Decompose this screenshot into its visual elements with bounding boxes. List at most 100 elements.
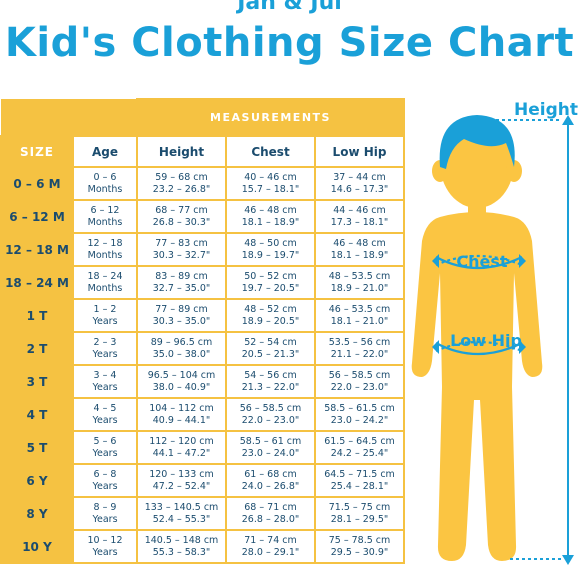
chest-cell: 54 – 56 cm 21.3 – 22.0" — [225, 364, 316, 399]
age-cell: 1 – 2 Years — [72, 298, 138, 333]
chest-cell: 68 – 71 cm 26.8 – 28.0" — [225, 496, 316, 531]
size-cell: 12 – 18 M — [0, 232, 74, 267]
low-hip-cell: 53.5 – 56 cm 21.1 – 22.0" — [314, 331, 405, 366]
chest-cell-line: 68 – 71 cm — [244, 501, 297, 513]
height-cell-line: 44.1 – 47.2" — [152, 447, 211, 459]
chest-cell-line: 24.0 – 26.8" — [241, 480, 300, 492]
height-cell-line: 89 – 96.5 cm — [150, 336, 213, 348]
age-cell-line: 0 – 6 — [93, 171, 117, 183]
column-header-low-hip: Low Hip — [314, 135, 405, 168]
chest-cell: 61 – 68 cm 24.0 – 26.8" — [225, 463, 316, 498]
low-hip-cell: 64.5 – 71.5 cm 25.4 – 28.1" — [314, 463, 405, 498]
age-cell: 4 – 5 Years — [72, 397, 138, 432]
age-cell-line: Months — [87, 183, 123, 195]
height-cell: 68 – 77 cm 26.8 – 30.3" — [136, 199, 227, 234]
hip-arrow-left-icon — [432, 340, 439, 354]
age-cell-line: Months — [87, 216, 123, 228]
chest-arrow-right-icon — [519, 254, 526, 268]
height-cell-line: 30.3 – 35.0" — [152, 315, 211, 327]
height-cell-line: 26.8 – 30.3" — [152, 216, 211, 228]
low-hip-cell-line: 46 – 48 cm — [333, 237, 386, 249]
column-header-height: Height — [136, 135, 227, 168]
age-cell-line: 3 – 4 — [93, 369, 117, 381]
page-title: Kid's Clothing Size Chart — [4, 20, 575, 66]
low-hip-cell: 56 – 58.5 cm 22.0 – 23.0" — [314, 364, 405, 399]
height-cell-line: 77 – 89 cm — [155, 303, 208, 315]
age-cell-line: Years — [92, 381, 118, 393]
chest-cell-line: 19.7 – 20.5" — [241, 282, 300, 294]
low-hip-cell-line: 71.5 – 75 cm — [328, 501, 391, 513]
chest-cell-line: 21.3 – 22.0" — [241, 381, 300, 393]
chest-cell: 52 – 54 cm 20.5 – 21.3" — [225, 331, 316, 366]
size-cell: 3 T — [0, 364, 74, 399]
child-figure: Chest Low Hip — [411, 115, 574, 565]
height-cell: 140.5 – 148 cm 55.3 – 58.3" — [136, 529, 227, 564]
size-cell: 18 – 24 M — [0, 265, 74, 300]
height-cell-line: 104 – 112 cm — [149, 402, 214, 414]
chest-cell: 48 – 52 cm 18.9 – 20.5" — [225, 298, 316, 333]
chest-measure-arrow — [435, 254, 523, 270]
age-cell: 6 – 8 Years — [72, 463, 138, 498]
chest-cell-line: 15.7 – 18.1" — [241, 183, 300, 195]
height-cell: 133 – 140.5 cm 52.4 – 55.3" — [136, 496, 227, 531]
chest-cell-line: 48 – 52 cm — [244, 303, 297, 315]
age-cell-line: 10 – 12 — [87, 534, 123, 546]
chest-cell-line: 52 – 54 cm — [244, 336, 297, 348]
chest-cell-line: 23.0 – 24.0" — [241, 447, 300, 459]
low-hip-cell: 37 – 44 cm 14.6 – 17.3" — [314, 166, 405, 201]
height-cell: 104 – 112 cm 40.9 – 44.1" — [136, 397, 227, 432]
height-label: Height — [514, 100, 578, 120]
chest-cell-line: 28.0 – 29.1" — [241, 546, 300, 558]
chest-cell-line: 48 – 50 cm — [244, 237, 297, 249]
height-cell: 89 – 96.5 cm 35.0 – 38.0" — [136, 331, 227, 366]
low-hip-cell: 48 – 53.5 cm 18.9 – 21.0" — [314, 265, 405, 300]
low-hip-cell-line: 56 – 58.5 cm — [328, 369, 391, 381]
low-hip-cell: 58.5 – 61.5 cm 23.0 – 24.2" — [314, 397, 405, 432]
age-cell-line: 6 – 12 — [90, 204, 120, 216]
low-hip-cell: 46 – 53.5 cm 18.1 – 21.0" — [314, 298, 405, 333]
table-row: 12 – 18 M 12 – 18 Months 77 – 83 cm 30.3 – 3… — [0, 232, 405, 267]
chest-cell-line: 22.0 – 23.0" — [241, 414, 300, 426]
column-header-size: SIZE — [0, 135, 74, 168]
chest-cell-line: 46 – 48 cm — [244, 204, 297, 216]
age-cell: 18 – 24 Months — [72, 265, 138, 300]
chest-cell-line: 18.9 – 20.5" — [241, 315, 300, 327]
height-cell-line: 83 – 89 cm — [155, 270, 208, 282]
chest-cell: 50 – 52 cm 19.7 – 20.5" — [225, 265, 316, 300]
low-hip-cell: 75 – 78.5 cm 29.5 – 30.9" — [314, 529, 405, 564]
height-cell-line: 68 – 77 cm — [155, 204, 208, 216]
hair — [439, 115, 515, 169]
height-arrow-up-icon — [562, 115, 574, 125]
age-cell: 0 – 6 Months — [72, 166, 138, 201]
height-cell-line: 52.4 – 55.3" — [152, 513, 211, 525]
chest-cell-line: 18.9 – 19.7" — [241, 249, 300, 261]
height-arrow-down-icon — [562, 555, 574, 565]
chest-cell: 48 – 50 cm 18.9 – 19.7" — [225, 232, 316, 267]
age-cell-line: 4 – 5 — [93, 402, 117, 414]
size-cell: 6 – 12 M — [0, 199, 74, 234]
chest-label: Chest — [456, 252, 508, 271]
column-header-age: Age — [72, 135, 138, 168]
low-hip-cell-line: 28.1 – 29.5" — [330, 513, 389, 525]
low-hip-cell-line: 21.1 – 22.0" — [330, 348, 389, 360]
size-chart-table: MEASUREMENTS SIZE Age Height Chest Low H… — [0, 98, 405, 564]
size-cell: 10 Y — [0, 529, 74, 564]
size-cell: 5 T — [0, 430, 74, 465]
height-cell: 77 – 89 cm 30.3 – 35.0" — [136, 298, 227, 333]
chest-cell: 46 – 48 cm 18.1 – 18.9" — [225, 199, 316, 234]
hip-measure-arrow — [435, 340, 523, 356]
size-cell: 1 T — [0, 298, 74, 333]
size-cell: 4 T — [0, 397, 74, 432]
low-hip-cell-line: 58.5 – 61.5 cm — [324, 402, 395, 414]
age-cell: 12 – 18 Months — [72, 232, 138, 267]
height-cell-line: 47.2 – 52.4" — [152, 480, 211, 492]
age-cell: 2 – 3 Years — [72, 331, 138, 366]
low-hip-cell-line: 14.6 – 17.3" — [330, 183, 389, 195]
table-row: 6 – 12 M 6 – 12 Months 68 – 77 cm 26.8 – 30.… — [0, 199, 405, 234]
low-hip-cell-line: 25.4 – 28.1" — [330, 480, 389, 492]
low-hip-cell-line: 22.0 – 23.0" — [330, 381, 389, 393]
column-header-chest: Chest — [225, 135, 316, 168]
chest-cell-line: 71 – 74 cm — [244, 534, 297, 546]
low-hip-cell-line: 64.5 – 71.5 cm — [324, 468, 395, 480]
